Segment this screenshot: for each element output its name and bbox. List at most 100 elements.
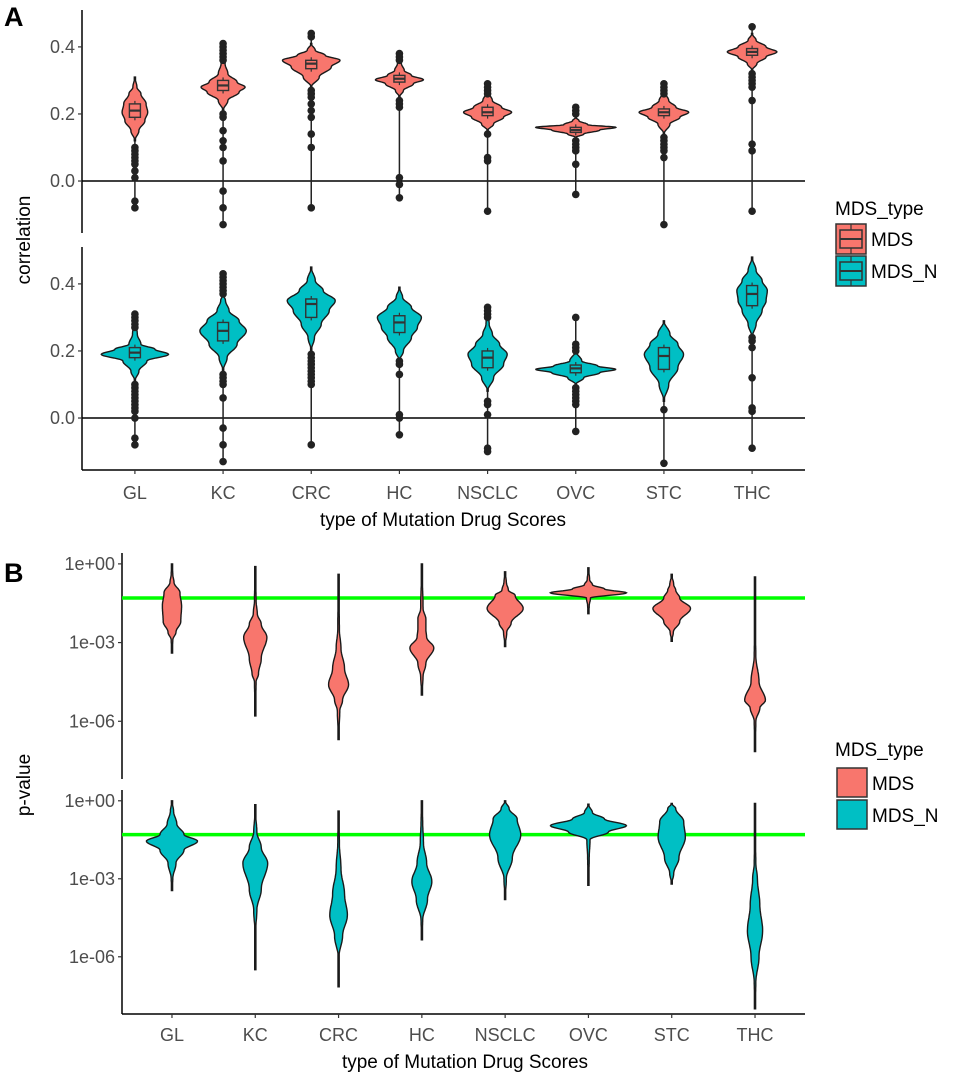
outlier-point [219, 457, 227, 466]
outlier-point [219, 441, 227, 449]
y-tick-label: 1e-06 [69, 947, 115, 967]
outlier-point [571, 347, 580, 355]
violin-thc [746, 802, 764, 1010]
legend-label-mds-a: MDS [871, 230, 913, 251]
outlier-point [748, 22, 756, 31]
violin-shape [409, 563, 435, 696]
panel-a: A correlation type of Mutation Drug Scor… [4, 2, 938, 531]
outlier-point [219, 394, 227, 402]
violin-hc [374, 49, 425, 202]
outlier-point [571, 427, 580, 436]
outlier-point [660, 153, 668, 162]
x-tick-label-kc: KC [211, 483, 236, 503]
x-tick-label-ovc: OVC [556, 483, 595, 503]
outlier-point [483, 90, 492, 98]
outlier-point [483, 130, 492, 138]
violin-hc [376, 286, 423, 439]
outlier-point [219, 380, 227, 389]
x-tick-label-stc: STC [654, 1025, 690, 1045]
outlier-point [307, 106, 316, 115]
box [481, 350, 494, 369]
outlier-point [395, 193, 404, 202]
y-tick-label: 0.4 [50, 37, 75, 57]
outlier-point [131, 414, 139, 422]
outlier-point [219, 126, 227, 135]
x-tick-label-thc: THC [734, 483, 771, 503]
outlier-point [660, 405, 668, 414]
violin-hc [411, 800, 433, 941]
x-axis-title-a: type of Mutation Drug Scores [320, 510, 566, 531]
outlier-point [131, 173, 139, 182]
legend-a: MDS_type MDS MDS_N [835, 199, 938, 287]
violin-nsclc [488, 800, 522, 901]
box [305, 298, 318, 319]
outlier-point [660, 147, 668, 155]
outlier-point [748, 83, 756, 91]
y-tick-label: 1e+00 [64, 554, 115, 574]
y-axis-title-a: correlation [14, 196, 35, 285]
violin-shape [411, 800, 433, 941]
violin-shape [746, 802, 764, 1010]
panel-label-a: A [4, 2, 24, 32]
violin-crc [329, 810, 349, 988]
x-tick-label-kc: KC [243, 1025, 268, 1045]
outlier-point [748, 147, 756, 155]
violin-kc [242, 804, 269, 971]
outlier-point [660, 90, 668, 98]
violin-shape [242, 804, 269, 971]
x-tick-label-gl: GL [160, 1025, 184, 1045]
violin-thc [736, 256, 768, 453]
outlier-point [219, 143, 227, 152]
y-tick-label: 1e-03 [69, 633, 115, 653]
outlier-point [748, 96, 756, 105]
outlier-point [219, 157, 227, 165]
y-tick-label: 0.2 [50, 104, 75, 124]
legend-key-mds-a [835, 223, 867, 255]
outlier-point [307, 100, 316, 108]
outlier-point [307, 143, 316, 152]
violin-crc [281, 29, 341, 212]
outlier-point [395, 173, 404, 182]
outlier-point [131, 167, 139, 175]
outlier-point [131, 160, 139, 169]
violin-shape [488, 800, 522, 901]
box [745, 284, 759, 307]
outlier-point [219, 424, 227, 432]
violin-stc [657, 802, 686, 885]
outlier-point [395, 56, 404, 65]
outlier-point [395, 360, 404, 369]
y-tick-label: 1e-06 [69, 711, 115, 731]
violin-ovc [535, 313, 617, 436]
violin-shape [657, 802, 686, 885]
outlier-point [219, 204, 227, 212]
outlier-point [483, 207, 492, 216]
violin-crc [286, 266, 336, 449]
legend-label-mds-n-b: MDS_N [872, 806, 939, 827]
violin-gl [161, 563, 183, 654]
violin-kc [199, 270, 248, 466]
panel-b: B p-value type of Mutation Drug Scores M… [4, 553, 939, 1073]
y-tick-label: 1e-03 [69, 869, 115, 889]
outlier-point [307, 204, 316, 212]
y-tick-label: 0.0 [50, 408, 75, 428]
x-axis-title-b: type of Mutation Drug Scores [342, 1052, 588, 1073]
outlier-point [483, 400, 492, 409]
violin-shape [243, 565, 268, 717]
violin-stc [652, 573, 692, 642]
outlier-point [307, 93, 316, 101]
facet-mds: 1e+00 1e-03 1e-06 [64, 553, 805, 779]
x-tick-label-nsclc: NSCLC [475, 1025, 536, 1045]
x-tick-label-crc: CRC [292, 483, 331, 503]
outlier-point [219, 113, 227, 122]
x-tick-label-hc: HC [386, 483, 412, 503]
outlier-point [307, 441, 316, 449]
violin-crc [327, 573, 350, 741]
outlier-point [571, 190, 580, 199]
violin-stc [643, 320, 685, 468]
outlier-point [748, 373, 756, 382]
outlier-point [748, 140, 756, 148]
outlier-point [307, 380, 316, 389]
violin-thc [743, 576, 767, 753]
legend-b: MDS_type MDS MDS_N [835, 740, 939, 830]
